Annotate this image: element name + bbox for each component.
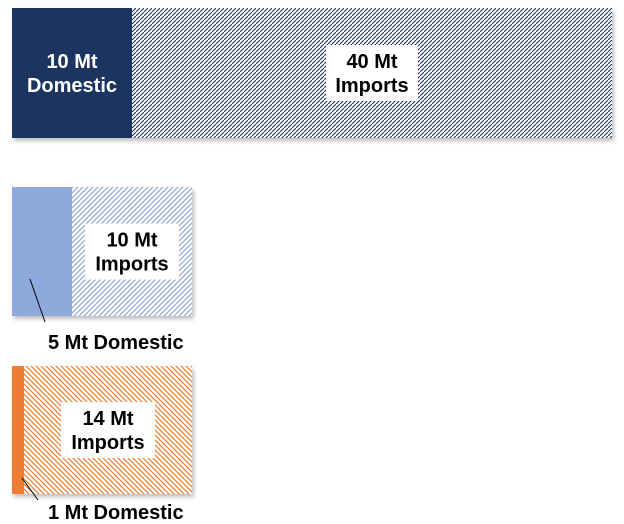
bar-3-segment-imports-name-label: Imports bbox=[71, 432, 144, 454]
bar-2-segment-domestic bbox=[12, 187, 72, 316]
bar-1-segment-domestic-value-label: 10 Mt bbox=[46, 51, 97, 73]
bar-3-segment-imports-value-label: 14 Mt bbox=[82, 408, 133, 430]
bar-3-domestic-outside-label: 1 Mt Domestic bbox=[48, 502, 184, 524]
label-background bbox=[326, 45, 418, 101]
bar-3-segment-domestic bbox=[12, 366, 24, 494]
bar-1-segment-domestic bbox=[12, 8, 132, 138]
bar-1-segment-imports-name-label: Imports bbox=[335, 75, 408, 97]
label-background bbox=[61, 402, 155, 458]
bar-1-segment-domestic-name-label: Domestic bbox=[27, 75, 117, 97]
label-background bbox=[85, 223, 179, 280]
bar-3 bbox=[12, 366, 192, 494]
bar-1-segment-imports-value-label: 40 Mt bbox=[346, 51, 397, 73]
bar-2-segment-imports-name-label: Imports bbox=[95, 254, 168, 276]
bar-1 bbox=[12, 8, 612, 138]
bar-2-segment-imports-value-label: 10 Mt bbox=[106, 230, 157, 252]
leader-line bbox=[21, 477, 39, 501]
leader-line bbox=[29, 278, 46, 323]
bar-2-domestic-outside-label: 5 Mt Domestic bbox=[48, 332, 184, 354]
